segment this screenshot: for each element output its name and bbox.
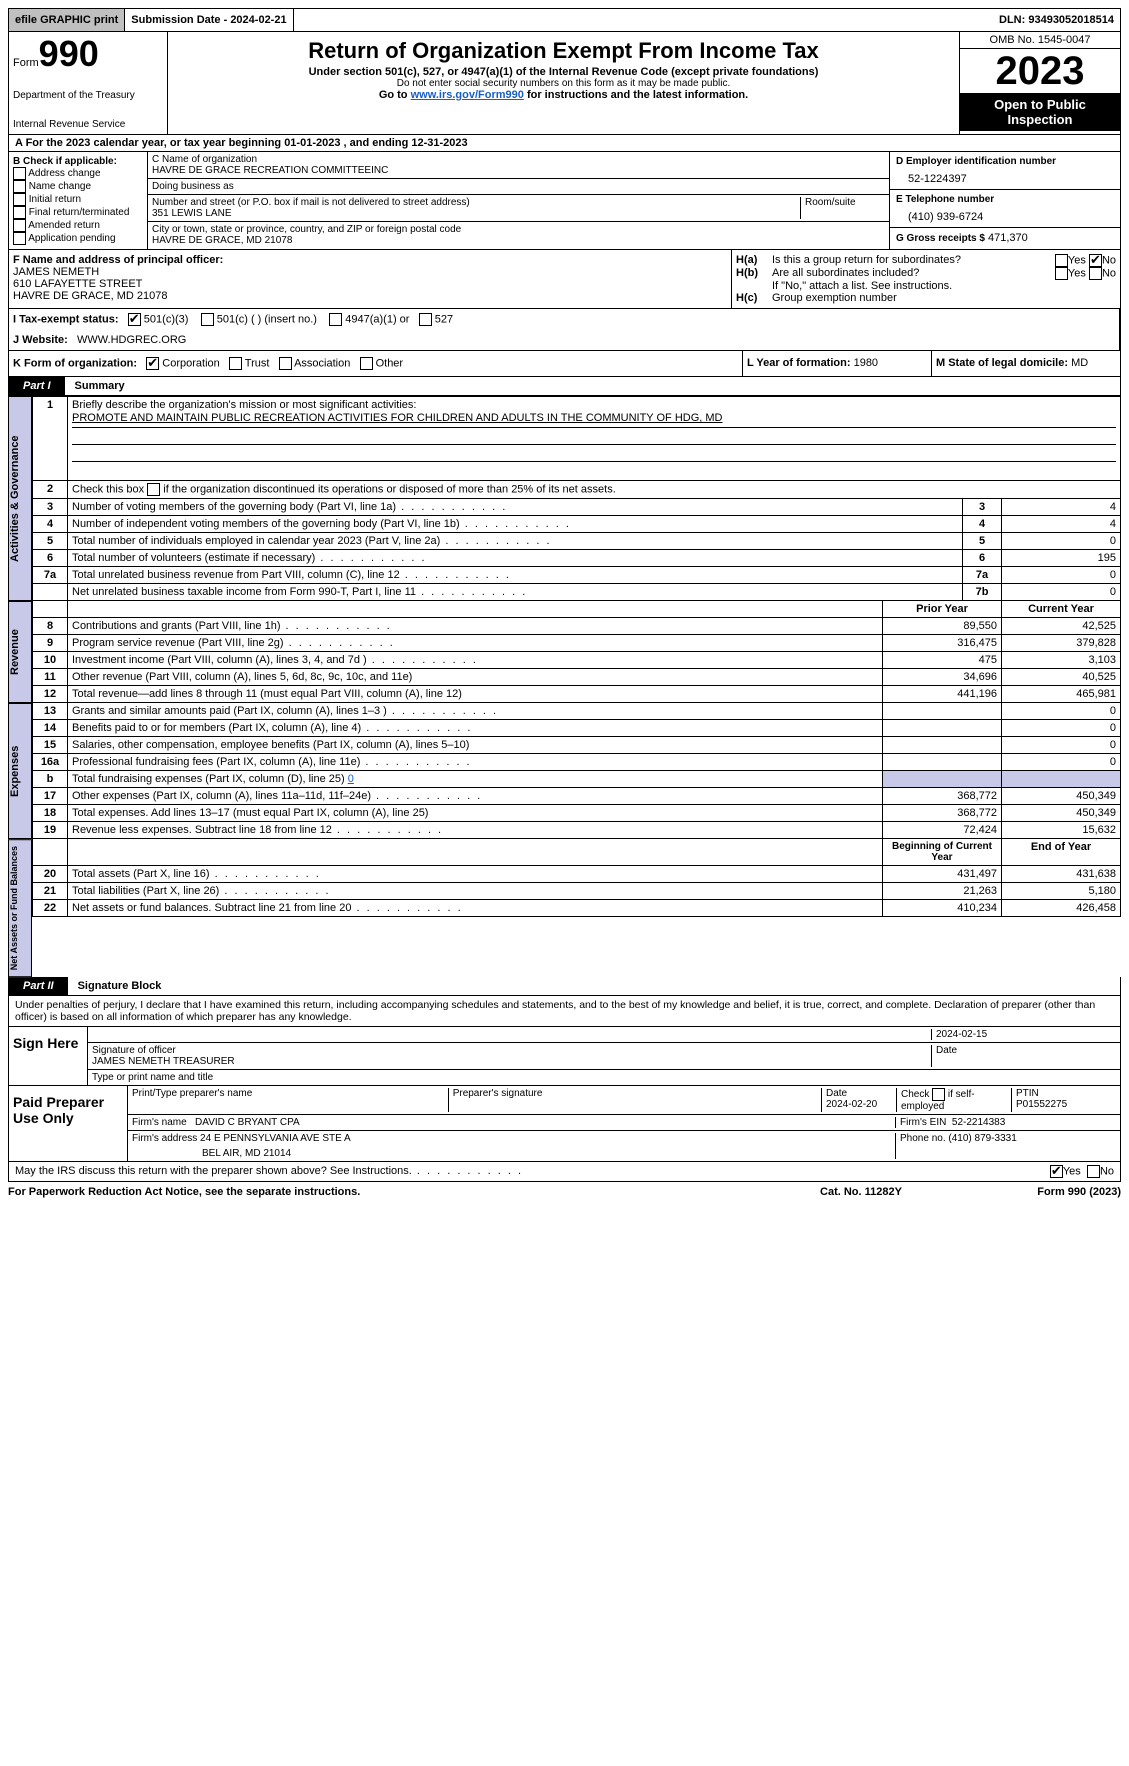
section-expenses: Expenses 13Grants and similar amounts pa… [8,703,1121,839]
subtitle-1: Under section 501(c), 527, or 4947(a)(1)… [172,66,955,78]
subtitle-2: Do not enter social security numbers on … [172,78,955,89]
header-left: Form990 Department of the Treasury Inter… [9,32,168,134]
vtab-revenue: Revenue [8,601,32,703]
paid-preparer-block: Paid Preparer Use Only Print/Type prepar… [8,1086,1121,1162]
box-h: H(a) Is this a group return for subordin… [732,250,1120,308]
sign-here-label: Sign Here [9,1027,88,1085]
irs-link[interactable]: www.irs.gov/Form990 [411,89,524,101]
vtab-ag: Activities & Governance [8,396,32,601]
vtab-expenses: Expenses [8,703,32,839]
form-title: Return of Organization Exempt From Incom… [172,38,955,64]
submission-date: Submission Date - 2024-02-21 [125,9,293,31]
part1-header: Part I Summary [8,377,1121,396]
section-activities-governance: Activities & Governance 1 Briefly descri… [8,396,1121,601]
header-right: OMB No. 1545-0047 2023 Open to Public In… [960,32,1120,134]
form-prefix: Form [13,57,39,69]
box-c: C Name of organizationHAVRE DE GRACE REC… [148,152,890,249]
row-a: A For the 2023 calendar year, or tax yea… [8,135,1121,152]
header-mid: Return of Organization Exempt From Incom… [168,32,960,134]
box-deg: D Employer identification number52-12243… [890,152,1120,249]
omb-number: OMB No. 1545-0047 [960,32,1120,49]
efile-badge: efile GRAPHIC print [9,9,125,31]
paid-preparer-label: Paid Preparer Use Only [9,1086,128,1161]
dln-label: DLN: 93493052018514 [993,9,1120,31]
box-b: B Check if applicable: Address change Na… [9,152,148,249]
top-bar: efile GRAPHIC print Submission Date - 20… [8,8,1121,32]
page-footer: For Paperwork Reduction Act Notice, see … [8,1182,1121,1198]
row-j: J Website: WWW.HDGREC.ORG [8,330,1121,350]
form-header: Form990 Department of the Treasury Inter… [8,32,1121,135]
irs-label: Internal Revenue Service [13,119,163,130]
block-fh: F Name and address of principal officer:… [8,249,1121,308]
open-inspection: Open to Public Inspection [960,93,1120,131]
box-f: F Name and address of principal officer:… [9,250,732,308]
section-net-assets: Net Assets or Fund Balances Beginning of… [8,839,1121,977]
signature-block: Sign Here 2024-02-15 Signature of office… [8,1027,1121,1086]
subtitle-3: Go to www.irs.gov/Form990 for instructio… [172,89,955,101]
form-number: 990 [39,33,99,74]
part2-header: Part II Signature Block [8,977,1121,996]
tax-year: 2023 [960,49,1120,93]
row-i: I Tax-exempt status: 501(c)(3) 501(c) ( … [8,308,1121,330]
discuss-row: May the IRS discuss this return with the… [8,1162,1121,1182]
vtab-nafb: Net Assets or Fund Balances [8,839,32,977]
penalty-statement: Under penalties of perjury, I declare th… [8,996,1121,1027]
dept-label: Department of the Treasury [13,90,163,101]
section-revenue: Revenue Prior YearCurrent Year 8Contribu… [8,601,1121,703]
row-klm: K Form of organization: Corporation Trus… [8,350,1121,377]
block-bcde: B Check if applicable: Address change Na… [8,152,1121,249]
